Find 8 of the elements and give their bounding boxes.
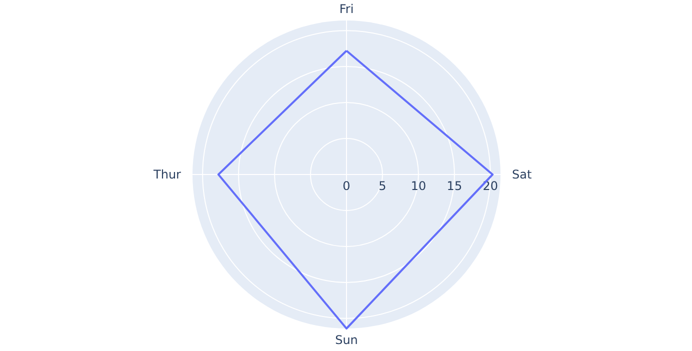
y-tick-label: 5 [378, 178, 386, 193]
spoke-label: Sat [512, 168, 532, 182]
y-tick-label: 0 [342, 178, 350, 193]
y-tick-label: 15 [446, 178, 462, 193]
spoke-label: Sun [335, 332, 358, 347]
spoke-label: Fri [339, 2, 354, 16]
y-tick-label: 10 [410, 178, 426, 193]
spoke-label: Thur [152, 168, 182, 182]
